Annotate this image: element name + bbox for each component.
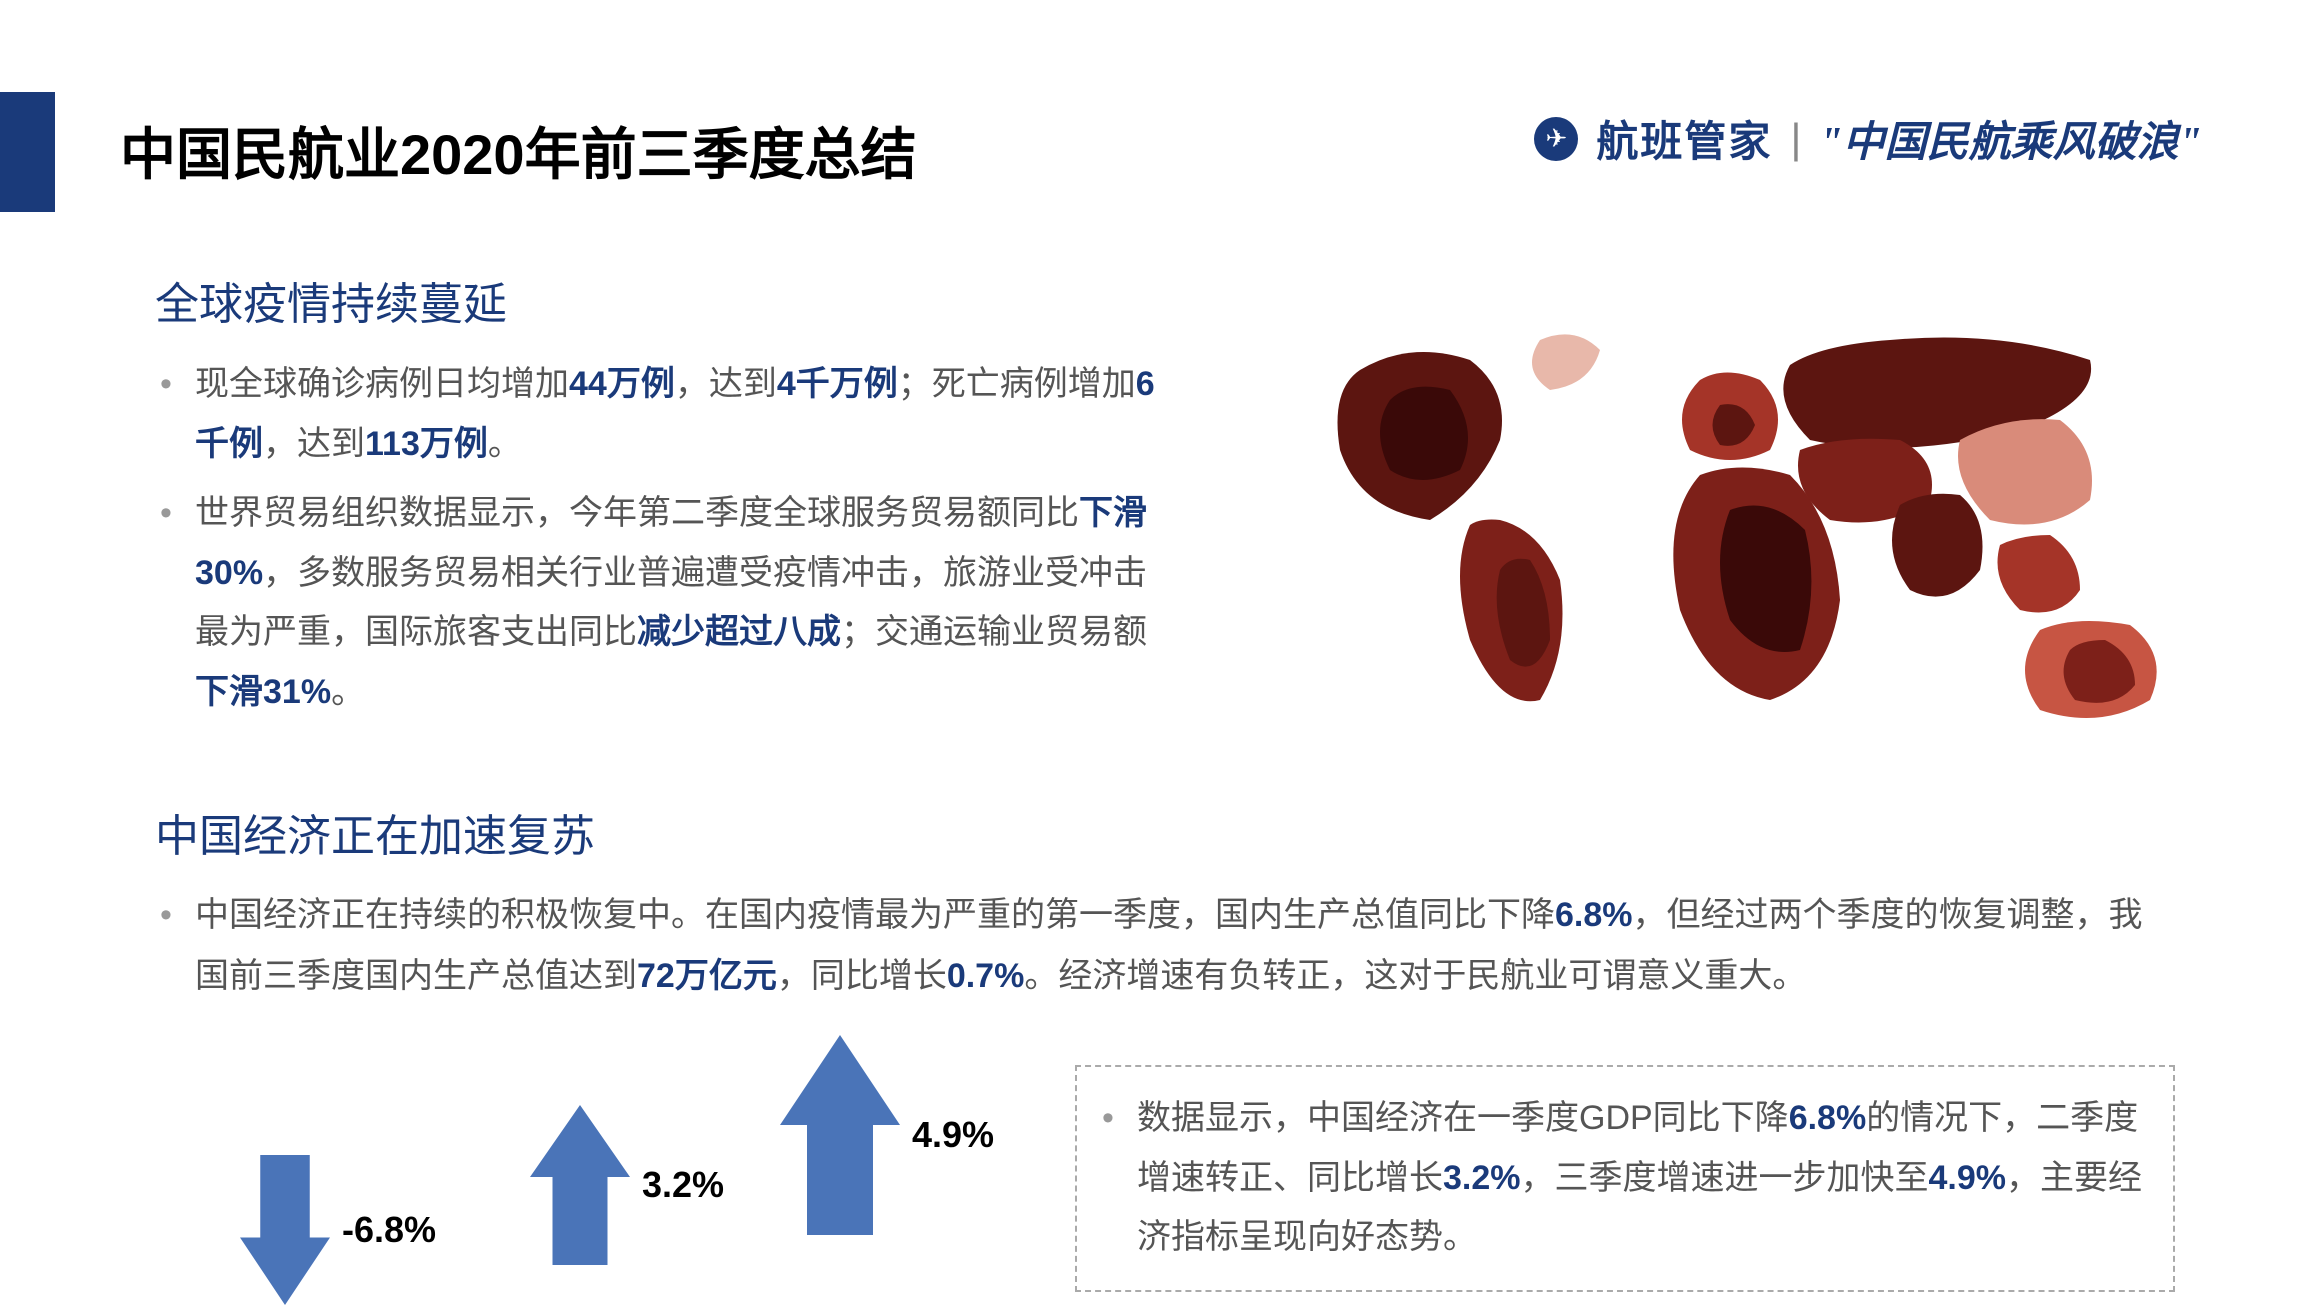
- brand-slogan: "中国民航乘风破浪": [1819, 108, 2202, 169]
- page-title: 中国民航业2020年前三季度总结: [120, 110, 917, 191]
- gdp-info-box: 数据显示，中国经济在一季度GDP同比下降6.8%的情况下，二季度增速转正、同比增…: [1075, 1065, 2175, 1292]
- bullet-item: 现全球确诊病例日均增加44万例，达到4千万例；死亡病例增加6千例，达到113万例…: [155, 355, 1165, 474]
- world-map-graphic: [1300, 310, 2180, 750]
- bullet-item: 世界贸易组织数据显示，今年第二季度全球服务贸易额同比下滑30%，多数服务贸易相关…: [155, 484, 1165, 722]
- gdp-arrow: 4.9%: [780, 1035, 994, 1235]
- section2-paragraph: 中国经济正在持续的积极恢复中。在国内疫情最为严重的第一季度，国内生产总值同比下降…: [155, 885, 2175, 1007]
- section1-heading: 全球疫情持续蔓延: [155, 268, 507, 332]
- arrow-label: 3.2%: [642, 1164, 724, 1206]
- header-divider: |: [1790, 115, 1801, 163]
- gdp-arrow: 3.2%: [530, 1105, 724, 1265]
- title-accent-bar: [0, 92, 55, 212]
- brand-logo-icon: ✈: [1534, 117, 1578, 161]
- gdp-arrows-chart: -6.8% 3.2% 4.9%: [240, 1035, 1000, 1275]
- gdp-arrow: -6.8%: [240, 1155, 436, 1305]
- brand-name: 航班管家: [1596, 108, 1772, 169]
- header-right: ✈ 航班管家 | "中国民航乘风破浪": [1534, 108, 2202, 169]
- section1-bullets: 现全球确诊病例日均增加44万例，达到4千万例；死亡病例增加6千例，达到113万例…: [155, 355, 1165, 732]
- section2-heading: 中国经济正在加速复苏: [155, 800, 595, 864]
- arrow-label: -6.8%: [342, 1209, 436, 1251]
- arrow-label: 4.9%: [912, 1114, 994, 1156]
